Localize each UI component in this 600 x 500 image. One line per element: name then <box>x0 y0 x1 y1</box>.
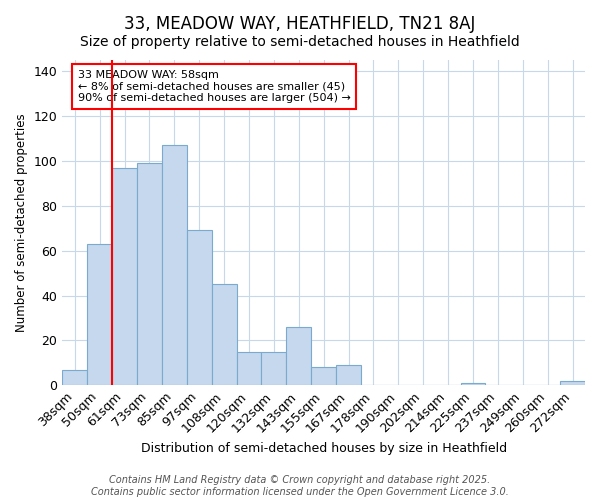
Bar <box>262 352 286 386</box>
Bar <box>112 168 137 386</box>
Bar <box>137 163 162 386</box>
Text: 33 MEADOW WAY: 58sqm
← 8% of semi-detached houses are smaller (45)
90% of semi-d: 33 MEADOW WAY: 58sqm ← 8% of semi-detach… <box>78 70 351 103</box>
Text: 33, MEADOW WAY, HEATHFIELD, TN21 8AJ: 33, MEADOW WAY, HEATHFIELD, TN21 8AJ <box>124 15 476 33</box>
Bar <box>187 230 212 386</box>
Bar <box>236 352 262 386</box>
Bar <box>461 383 485 386</box>
Bar <box>336 365 361 386</box>
X-axis label: Distribution of semi-detached houses by size in Heathfield: Distribution of semi-detached houses by … <box>140 442 507 455</box>
Y-axis label: Number of semi-detached properties: Number of semi-detached properties <box>15 114 28 332</box>
Bar <box>560 381 585 386</box>
Bar <box>212 284 236 386</box>
Bar <box>286 327 311 386</box>
Text: Size of property relative to semi-detached houses in Heathfield: Size of property relative to semi-detach… <box>80 35 520 49</box>
Bar <box>62 370 87 386</box>
Text: Contains HM Land Registry data © Crown copyright and database right 2025.
Contai: Contains HM Land Registry data © Crown c… <box>91 476 509 497</box>
Bar <box>162 145 187 386</box>
Bar <box>311 368 336 386</box>
Bar <box>87 244 112 386</box>
